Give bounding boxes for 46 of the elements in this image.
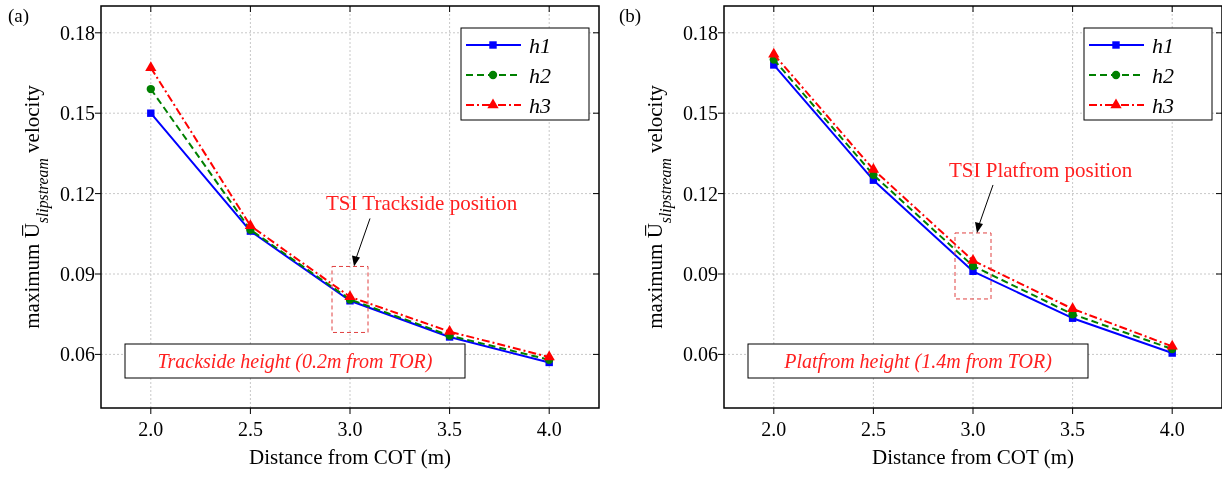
x-tick-label: 3.0	[960, 418, 986, 440]
chart-title: (b)	[619, 5, 642, 27]
point	[344, 290, 356, 301]
point	[244, 219, 257, 230]
point	[146, 84, 155, 94]
y-tick-label: 0.12	[60, 182, 95, 205]
x-tick-label: 2.5	[237, 418, 263, 440]
chart-title: (a)	[8, 5, 30, 27]
point	[967, 254, 979, 264]
point	[867, 162, 880, 173]
legend-label: h3	[529, 93, 551, 118]
point	[1166, 339, 1178, 350]
y-tick-label: 0.18	[683, 21, 718, 44]
legend-label: h1	[1152, 33, 1174, 58]
point	[443, 325, 456, 335]
x-tick-label: 2.0	[761, 418, 787, 440]
y-tick-label: 0.12	[683, 182, 718, 205]
y-tick-label: 0.18	[60, 21, 95, 44]
legend-label: h3	[1152, 93, 1174, 118]
y-tick-label: 0.09	[683, 263, 718, 285]
legend-label: h2	[1152, 63, 1174, 88]
x-tick-label: 2.0	[138, 418, 164, 440]
y-tick-label: 0.09	[60, 263, 95, 285]
x-tick-label: 3.0	[337, 418, 363, 440]
annotation: TSI Platfrom position	[949, 157, 1133, 182]
point	[543, 350, 555, 361]
x-tick-label: 3.5	[1060, 418, 1086, 440]
x-tick-label: 4.0	[1159, 418, 1185, 440]
point	[145, 61, 157, 71]
annotation: TSI Trackside position	[326, 191, 518, 216]
legend-label: h2	[529, 63, 551, 88]
y-tick-label: 0.06	[60, 343, 95, 366]
point	[1066, 302, 1079, 313]
x-axis-title: Distance from COT (m)	[872, 445, 1074, 469]
x-tick-label: 3.5	[437, 418, 463, 440]
annotation: Trackside height (0.2m from TOR)	[157, 350, 433, 373]
x-axis-title: Distance from COT (m)	[249, 445, 451, 469]
y-tick-label: 0.06	[683, 343, 718, 366]
x-tick-label: 2.5	[860, 418, 886, 440]
annotation: Platfrom height (1.4m from TOR)	[783, 350, 1053, 373]
y-tick-label: 0.15	[60, 102, 95, 125]
point	[768, 47, 780, 58]
y-tick-label: 0.15	[683, 102, 718, 125]
legend-label: h1	[529, 33, 551, 58]
x-tick-label: 4.0	[536, 418, 562, 440]
point	[147, 109, 155, 117]
